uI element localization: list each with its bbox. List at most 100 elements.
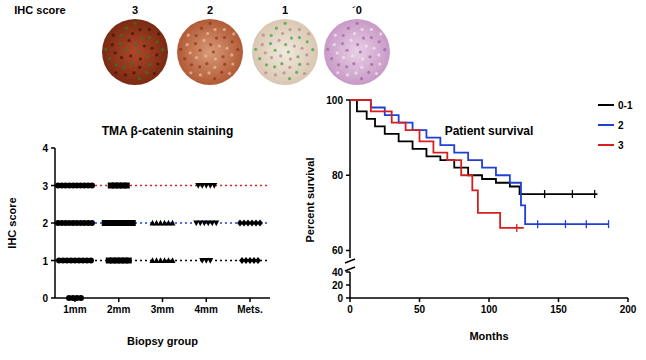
censor-tick (516, 224, 517, 232)
tma-speck (288, 28, 291, 31)
tma-speck (288, 77, 291, 80)
tma-speck (306, 62, 309, 65)
tma-speck (155, 53, 158, 56)
legend-swatch (598, 124, 614, 126)
tma-speck (123, 49, 126, 52)
tma-speck (231, 40, 234, 43)
x-tick (162, 298, 164, 302)
point (88, 258, 94, 264)
figure: IHC score321´0TMA β-catenin stainingIHC … (0, 0, 646, 360)
x-tick (349, 298, 351, 302)
tma-speck (183, 57, 186, 60)
survival-curve (350, 100, 597, 194)
tma-speck (138, 28, 141, 31)
tma-speck (284, 22, 287, 25)
tma-speck (120, 56, 123, 59)
x-tick (419, 298, 421, 302)
tick-label: 3mm (151, 304, 174, 315)
tma-speck (311, 48, 314, 51)
tma-speck (279, 54, 282, 57)
tma-speck (231, 62, 234, 65)
tick-label: 1 (42, 256, 48, 267)
tma-speck (365, 44, 368, 47)
tma-speck (307, 32, 310, 35)
point (211, 183, 217, 189)
tma-speck (157, 32, 160, 35)
tick-label: 20 (332, 280, 344, 291)
legend-swatch (598, 144, 614, 146)
tma-speck (143, 44, 146, 47)
tma-speck (206, 32, 209, 35)
tma-speck (148, 36, 151, 39)
y-tick (346, 174, 350, 176)
point (257, 219, 263, 226)
y-tick (346, 271, 350, 273)
point (255, 257, 261, 264)
tma-speck (209, 43, 212, 46)
tma-speck (120, 34, 123, 37)
point (78, 295, 84, 301)
score-label: 2 (207, 4, 213, 16)
tma-speck (213, 28, 216, 31)
tma-speck (134, 22, 137, 25)
tick-label: 2 (42, 218, 48, 229)
curves (350, 100, 609, 232)
tma-speck (351, 54, 354, 57)
tma-speck (123, 65, 126, 68)
tma-speck (220, 71, 223, 74)
tma-speck (284, 43, 287, 46)
tma-speck (261, 43, 264, 46)
tma-speck (125, 27, 128, 30)
tma-speck (349, 39, 352, 42)
tma-speck (341, 42, 344, 45)
tma-speck (275, 27, 278, 30)
tma-speck (368, 55, 371, 58)
title: TMA β-catenin staining (102, 124, 234, 138)
tma-speck (228, 72, 231, 75)
tma-speck (370, 28, 373, 31)
tma-speck (137, 50, 140, 53)
censor-tick (572, 190, 573, 198)
tma-speck (205, 62, 208, 65)
tma-core (177, 19, 243, 85)
tma-speck (199, 73, 202, 76)
tma-speck (336, 51, 339, 54)
tma-speck (270, 56, 273, 59)
tma-speck (372, 47, 375, 50)
legend-swatch (598, 104, 614, 106)
tma-speck (345, 65, 348, 68)
axis-break (345, 259, 355, 263)
tma-speck (148, 63, 151, 66)
y-tick (346, 284, 350, 286)
tma-speck (280, 62, 283, 65)
tick-label: 60 (332, 245, 344, 256)
score-label: 1 (282, 4, 288, 16)
title: Patient survival (445, 124, 534, 138)
x-tick (558, 298, 560, 302)
x-tick (118, 298, 120, 302)
tma-speck (359, 50, 362, 53)
tma-speck (127, 39, 130, 42)
tma-speck (190, 63, 193, 66)
axis-title: Months (469, 330, 508, 342)
tma-speck (289, 57, 292, 60)
tick-label: 4 (42, 143, 48, 154)
tma-speck (287, 50, 290, 53)
tma-speck (140, 36, 143, 39)
tma-speck (298, 28, 301, 31)
tma-speck (326, 48, 329, 51)
point (89, 183, 95, 189)
y-tick (346, 99, 350, 101)
y-tick (51, 147, 55, 149)
axis-title: Biopsy group (127, 335, 198, 347)
tma-speck (232, 32, 235, 35)
tick-label: 0 (337, 293, 343, 304)
tma-speck (202, 39, 205, 42)
tma-speck (161, 48, 164, 51)
tma-speck (354, 71, 357, 74)
tma-speck (186, 43, 189, 46)
tma-speck (361, 57, 364, 60)
y-tick (51, 260, 55, 262)
tma-speck (156, 40, 159, 43)
tma-speck (112, 34, 115, 37)
